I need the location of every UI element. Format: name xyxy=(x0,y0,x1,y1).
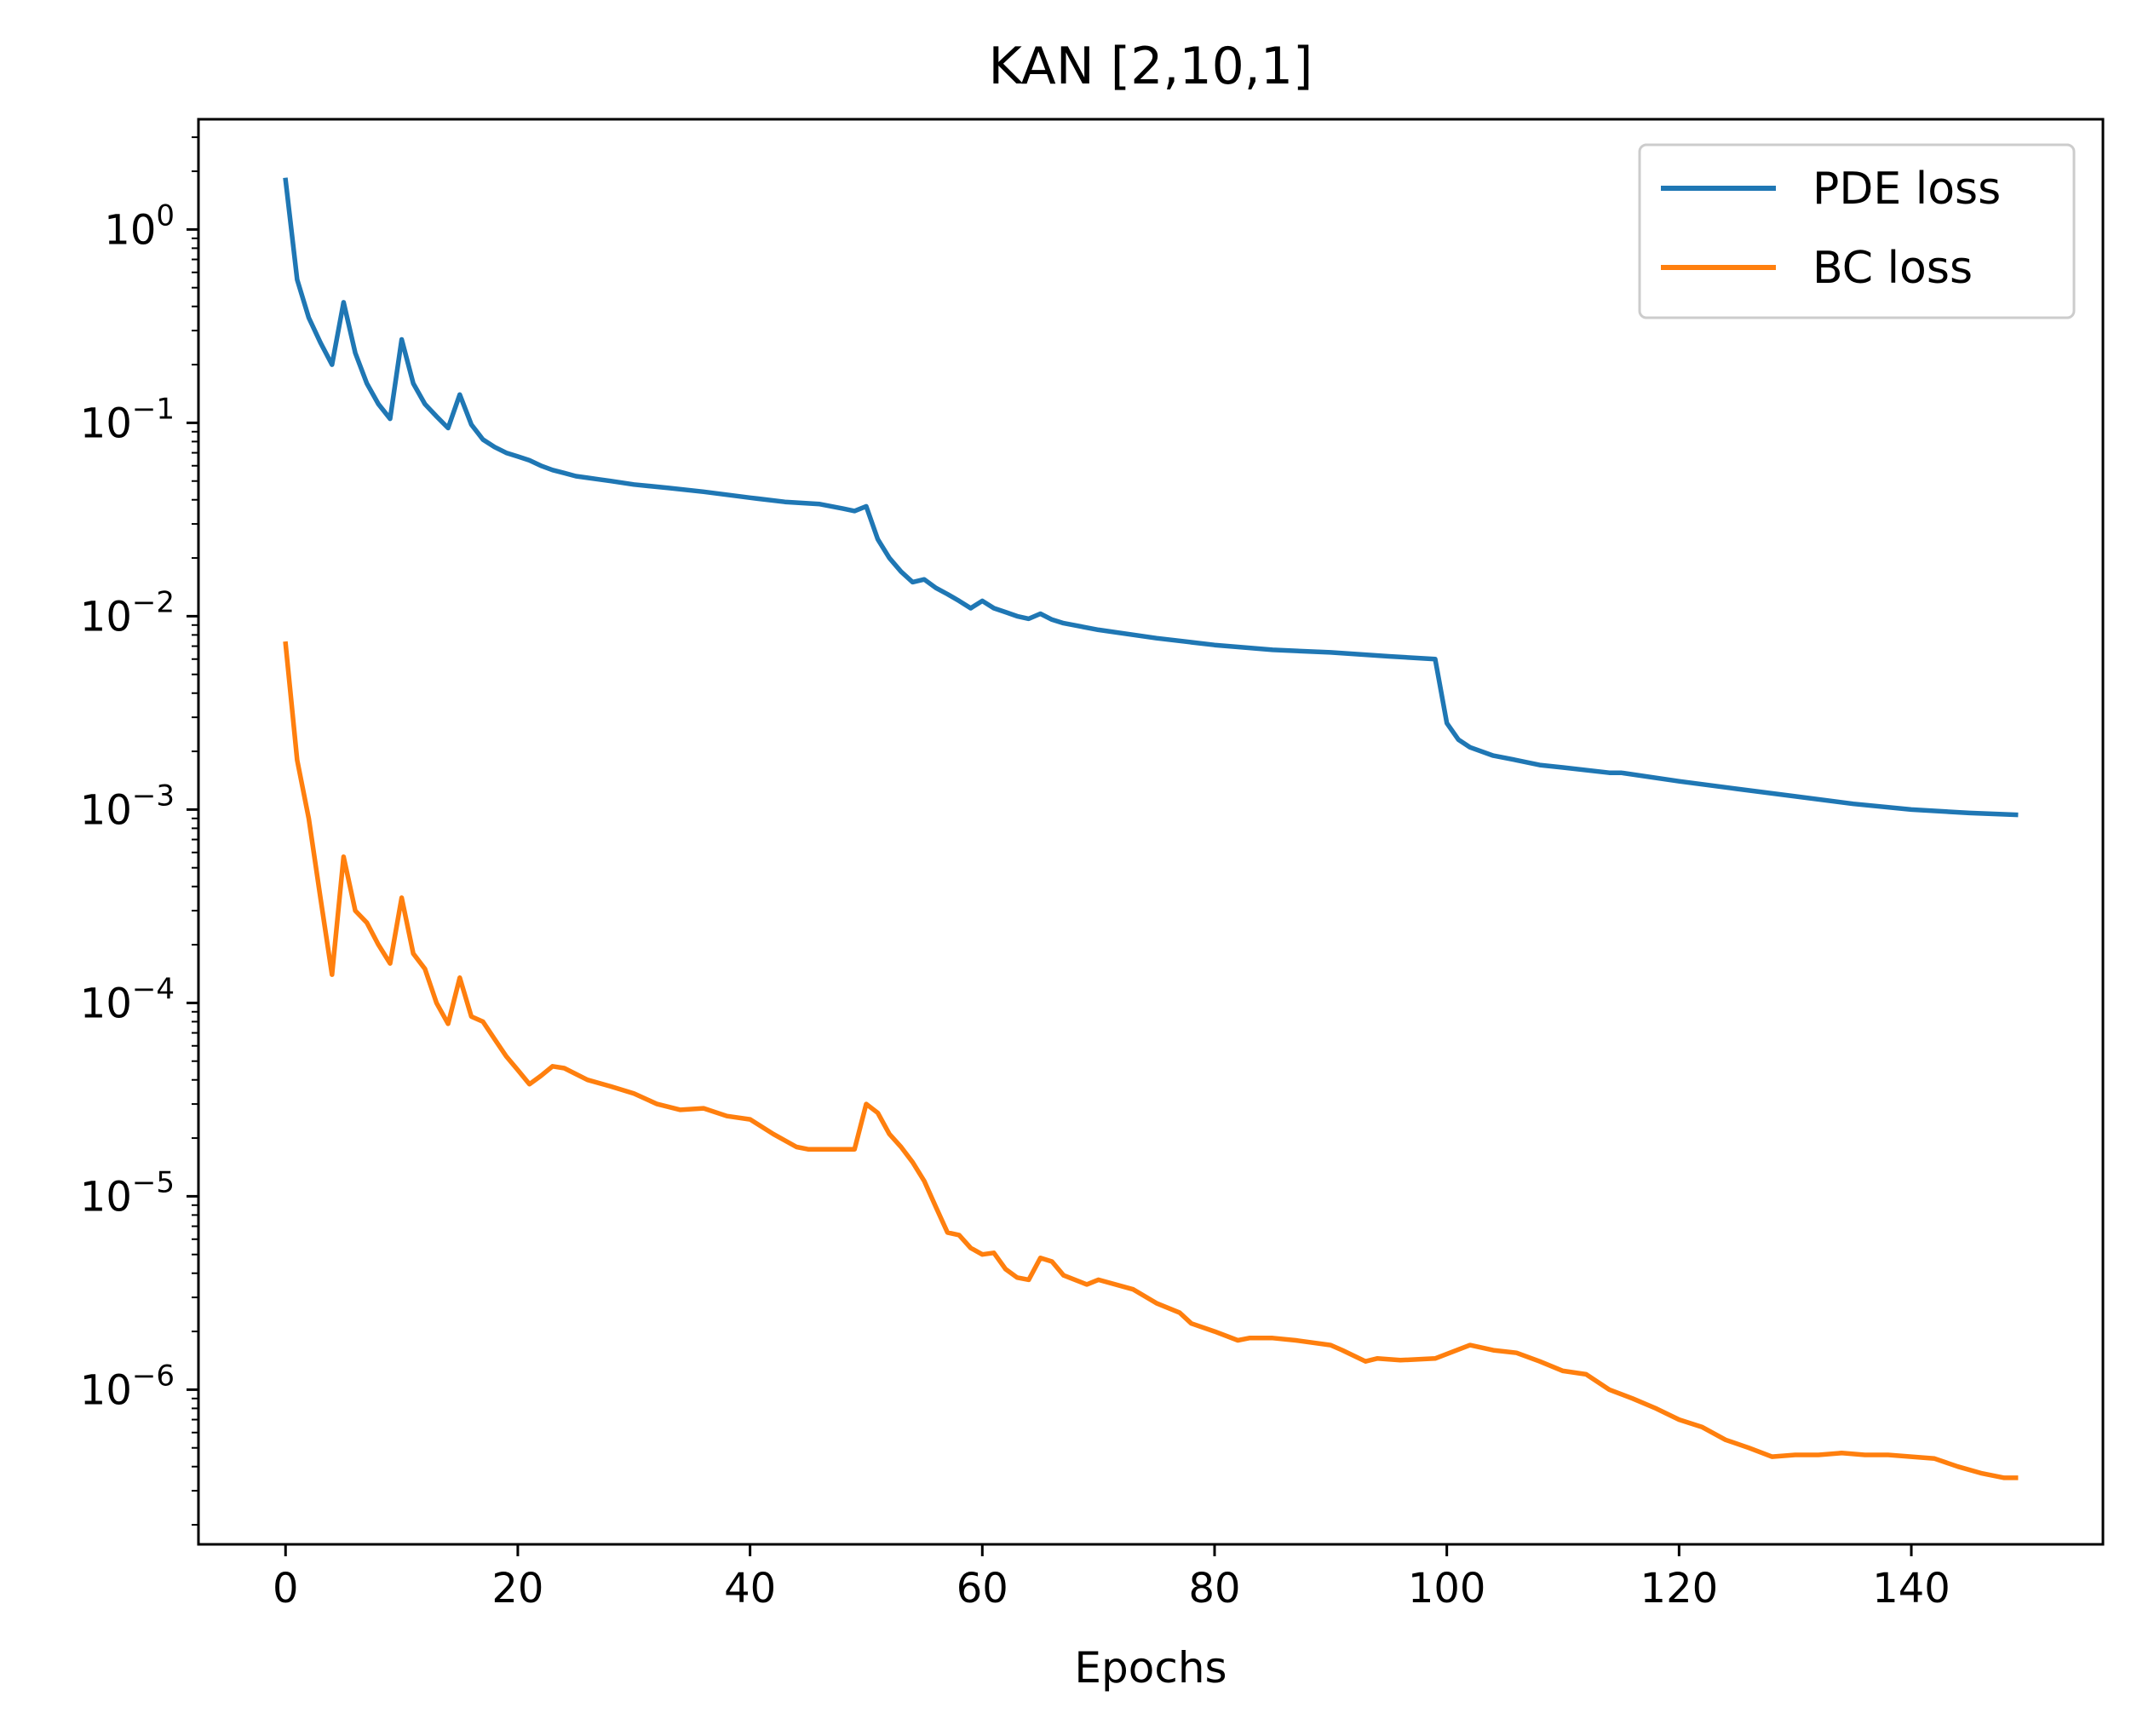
x-tick-label: 20 xyxy=(491,1565,543,1612)
x-tick-label: 140 xyxy=(1872,1565,1950,1612)
chart-title: KAN [2,10,1] xyxy=(989,37,1313,96)
x-axis-label: Epochs xyxy=(1074,1643,1226,1693)
plot-area-frame xyxy=(197,118,2105,1546)
series-line-bc-loss xyxy=(283,641,2019,1480)
y-tick-label: 10−1 xyxy=(80,392,175,447)
y-tick-label: 10−3 xyxy=(80,779,175,834)
x-tick-label: 80 xyxy=(1188,1565,1240,1612)
series-line-pde-loss xyxy=(283,177,2019,818)
x-tick-label: 120 xyxy=(1640,1565,1719,1612)
plot-lines xyxy=(283,177,2019,1480)
x-tick-label: 40 xyxy=(724,1565,776,1612)
x-axis: 0 20 40 60 80 100 120 140 xyxy=(273,1544,1950,1612)
legend-label-pde-loss: PDE loss xyxy=(1812,164,2001,215)
y-tick-label: 10−4 xyxy=(80,972,175,1027)
x-tick-label: 100 xyxy=(1408,1565,1486,1612)
y-tick-label: 10−2 xyxy=(80,585,175,641)
y-tick-label: 10−6 xyxy=(80,1359,175,1414)
y-tick-label: 10−5 xyxy=(80,1165,175,1221)
legend-label-bc-loss: BC loss xyxy=(1812,243,1973,294)
y-tick-label: 100 xyxy=(104,198,175,254)
x-tick-label: 0 xyxy=(273,1565,299,1612)
y-axis: 100 10−1 10−2 10−3 10−4 10−5 10−6 xyxy=(80,136,198,1526)
x-tick-label: 60 xyxy=(956,1565,1008,1612)
legend: PDE loss BC loss xyxy=(1638,143,2076,319)
